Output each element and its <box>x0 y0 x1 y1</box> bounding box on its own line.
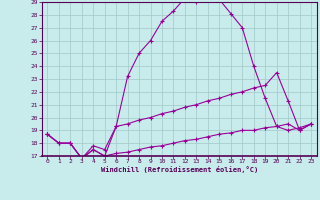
X-axis label: Windchill (Refroidissement éolien,°C): Windchill (Refroidissement éolien,°C) <box>100 166 258 173</box>
